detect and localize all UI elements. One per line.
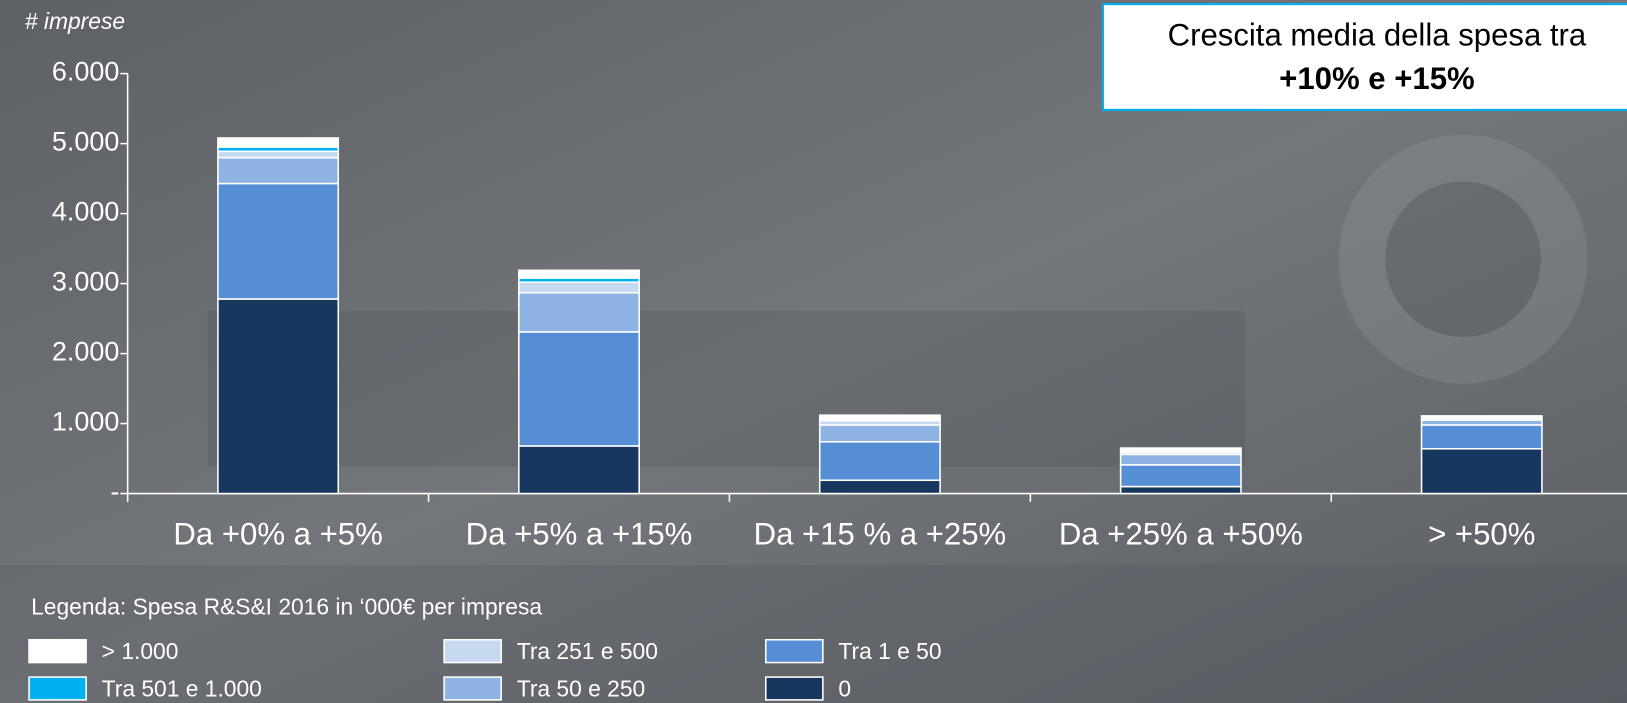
bar-segment: [519, 446, 639, 494]
y-axis-label: # imprese: [25, 8, 125, 34]
bar-segment: [519, 270, 639, 278]
x-tick-label: Da +25% a +50%: [1059, 516, 1303, 551]
bar-segment: [218, 138, 338, 147]
x-tick-label: Da +15 % a +25%: [754, 516, 1007, 551]
legend-swatch: [29, 677, 86, 700]
bar-segment: [519, 332, 639, 446]
legend-label: 0: [838, 676, 851, 702]
legend-swatch: [766, 640, 823, 663]
legend-label: Tra 50 e 250: [517, 676, 645, 702]
y-tick-label: 6.000: [52, 57, 119, 87]
bar-segment: [1121, 448, 1241, 452]
bar-segment: [218, 158, 338, 184]
y-tick-label: 2.000: [52, 337, 119, 367]
y-tick-label: 3.000: [52, 267, 119, 297]
bar-segment: [820, 442, 940, 480]
bar-segment: [1121, 465, 1241, 487]
legend-swatch: [444, 677, 501, 700]
bar-segment: [519, 293, 639, 332]
bar-segment: [1121, 487, 1241, 494]
y-tick-label: 1.000: [52, 407, 119, 437]
bar-segment: [820, 415, 940, 420]
legend-label: Tra 251 e 500: [517, 638, 658, 664]
page: {"chart_data": {"type": "stacked-bar", "…: [0, 0, 1627, 703]
bar-segment: [1422, 425, 1542, 449]
legend-swatch: [29, 640, 86, 663]
chart: # imprese Crescita media della spesa tra…: [0, 0, 1627, 703]
legend-label: Tra 1 e 50: [838, 638, 941, 664]
legend-title: Legenda: Spesa R&S&I 2016 in ‘000€ per i…: [31, 594, 542, 620]
bar-segment: [820, 425, 940, 442]
legend-label: Tra 501 e 1.000: [102, 676, 262, 702]
y-tick-label: 5.000: [52, 127, 119, 157]
bar-segment: [218, 151, 338, 157]
x-tick-label: Da +0% a +5%: [173, 516, 382, 551]
bar-segment: [218, 299, 338, 494]
y-tick-label: 4.000: [52, 197, 119, 227]
annotation-line: +10% e +15%: [1279, 61, 1475, 96]
bar-segment: [218, 184, 338, 299]
annotation-line: Crescita media della spesa tra: [1168, 18, 1587, 53]
x-tick-label: Da +5% a +15%: [466, 516, 693, 551]
legend-swatch: [766, 677, 823, 700]
bar-segment: [1422, 449, 1542, 494]
x-tick-label: > +50%: [1428, 516, 1535, 551]
legend-swatch: [444, 640, 501, 663]
legend-label: > 1.000: [102, 638, 179, 664]
bar-segment: [1121, 454, 1241, 464]
bar-segment: [1422, 416, 1542, 420]
bar-segment: [820, 480, 940, 493]
bar-segment: [519, 282, 639, 292]
y-tick-label: -: [110, 477, 119, 507]
